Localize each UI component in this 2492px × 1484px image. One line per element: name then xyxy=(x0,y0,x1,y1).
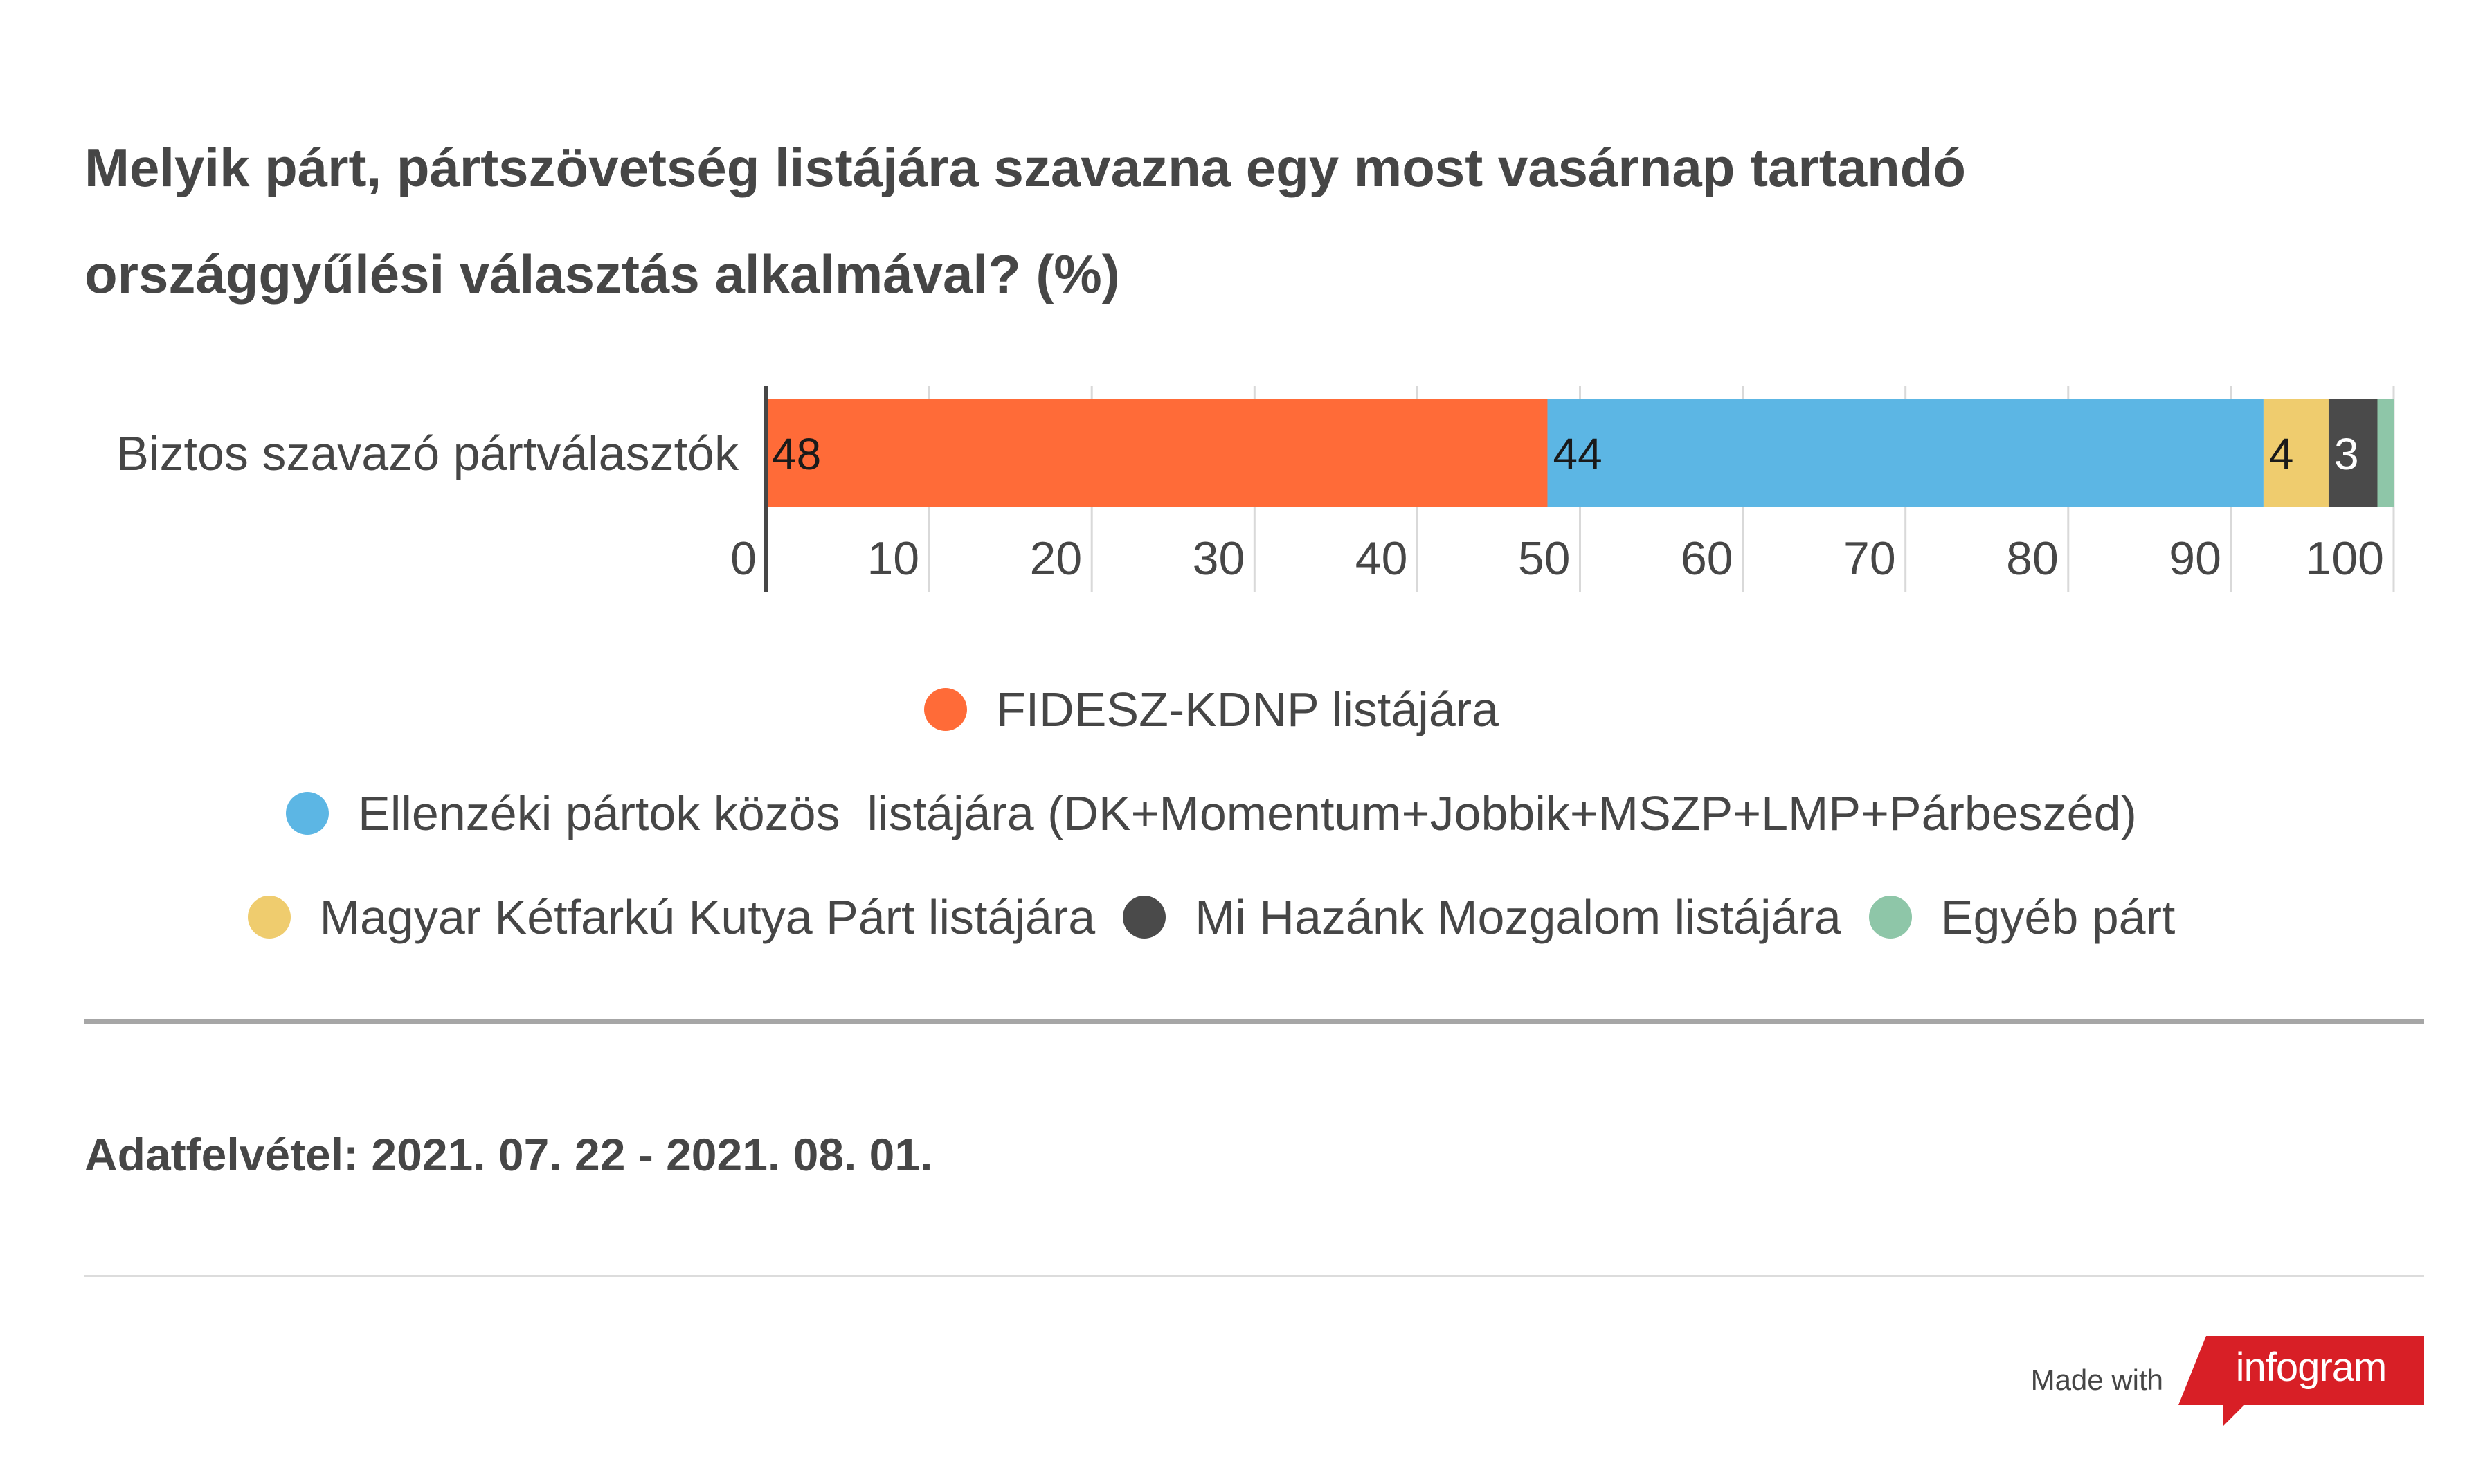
data-collection-note: Adatfelvétel: 2021. 07. 22 - 2021. 08. 0… xyxy=(84,1129,933,1180)
legend-label-ellenzek: Ellenzéki pártok közös listájára (DK+Mom… xyxy=(358,786,2137,840)
legend-swatch-ellenzek xyxy=(286,792,329,835)
legend-swatch-mkkp xyxy=(247,896,291,939)
infogram-branding[interactable]: Made with infogram xyxy=(2031,1336,2424,1426)
chart-title: Melyik párt, pártszövetség listájára sza… xyxy=(84,114,2161,327)
legend-swatch-egyeb xyxy=(1868,896,1912,939)
bar-label-mi-hazank: 3 xyxy=(2334,429,2359,479)
bar-label-mkkp: 4 xyxy=(2269,429,2294,479)
legend-row-1: FIDESZ-KDNP listájára xyxy=(83,658,2340,761)
made-with-label: Made with xyxy=(2030,1364,2163,1396)
legend-swatch-mi-hazank xyxy=(1123,896,1166,939)
x-tick-label-100: 100 xyxy=(2306,532,2384,585)
x-tick-label-40: 40 xyxy=(1355,532,1408,585)
chart-title-line-1: Melyik párt, pártszövetség listájára sza… xyxy=(84,137,1967,198)
legend-item-ellenzek[interactable]: Ellenzéki pártok közös listájára (DK+Mom… xyxy=(286,786,2137,841)
x-tick-label-10: 10 xyxy=(867,532,919,585)
bar-segment-ellenzek xyxy=(1547,399,2264,507)
bar-segment-mi-hazank xyxy=(2328,399,2378,507)
category-label: Biztos szavazó pártválasztók xyxy=(116,426,739,480)
bar-label-ellenzek: 44 xyxy=(1553,429,1602,479)
legend-item-egyeb[interactable]: Egyéb párt xyxy=(1868,889,2176,945)
x-tick-label-70: 70 xyxy=(1843,532,1896,585)
legend-label-mkkp: Magyar Kétfarkú Kutya Párt listájára xyxy=(319,890,1096,944)
legend-item-fidesz[interactable]: FIDESZ-KDNP listájára xyxy=(923,682,1499,737)
bar-label-fidesz: 48 xyxy=(772,429,821,479)
x-tick-label-20: 20 xyxy=(1030,532,1083,585)
bar-segment-mkkp xyxy=(2263,399,2329,507)
section-divider xyxy=(84,1019,2424,1024)
legend-item-mkkp[interactable]: Magyar Kétfarkú Kutya Párt listájára xyxy=(247,889,1096,945)
infogram-logo-text: infogram xyxy=(2235,1345,2387,1390)
x-tick-label-60: 60 xyxy=(1681,532,1733,585)
legend-label-mi-hazank: Mi Hazánk Mozgalom listájára xyxy=(1195,890,1841,944)
x-tick-label-30: 30 xyxy=(1193,532,1245,585)
bar-segment-egyeb xyxy=(2377,399,2394,507)
infogram-logo-shape xyxy=(2178,1336,2424,1426)
x-tick-label-90: 90 xyxy=(2169,532,2221,585)
x-tick-label-0: 0 xyxy=(730,532,757,585)
legend-item-mi-hazank[interactable]: Mi Hazánk Mozgalom listájára xyxy=(1123,889,1841,945)
legend-label-egyeb: Egyéb párt xyxy=(1940,890,2176,944)
x-tick-label-80: 80 xyxy=(2006,532,2059,585)
chart-title-line-2: országgyűlési választás alkalmával? (%) xyxy=(84,244,1120,305)
footer-divider xyxy=(84,1275,2424,1277)
legend-swatch-fidesz xyxy=(923,688,967,731)
infogram-logo[interactable]: infogram xyxy=(2178,1336,2424,1426)
legend-row-2: Ellenzéki pártok közös listájára (DK+Mom… xyxy=(83,761,2340,865)
bar-segment-fidesz xyxy=(766,399,1548,507)
legend-row-3: Magyar Kétfarkú Kutya Párt listájára Mi … xyxy=(83,865,2340,969)
x-tick-label-50: 50 xyxy=(1518,532,1571,585)
legend-label-fidesz: FIDESZ-KDNP listájára xyxy=(995,682,1499,736)
chart-legend: FIDESZ-KDNP listájára Ellenzéki pártok k… xyxy=(83,658,2340,969)
